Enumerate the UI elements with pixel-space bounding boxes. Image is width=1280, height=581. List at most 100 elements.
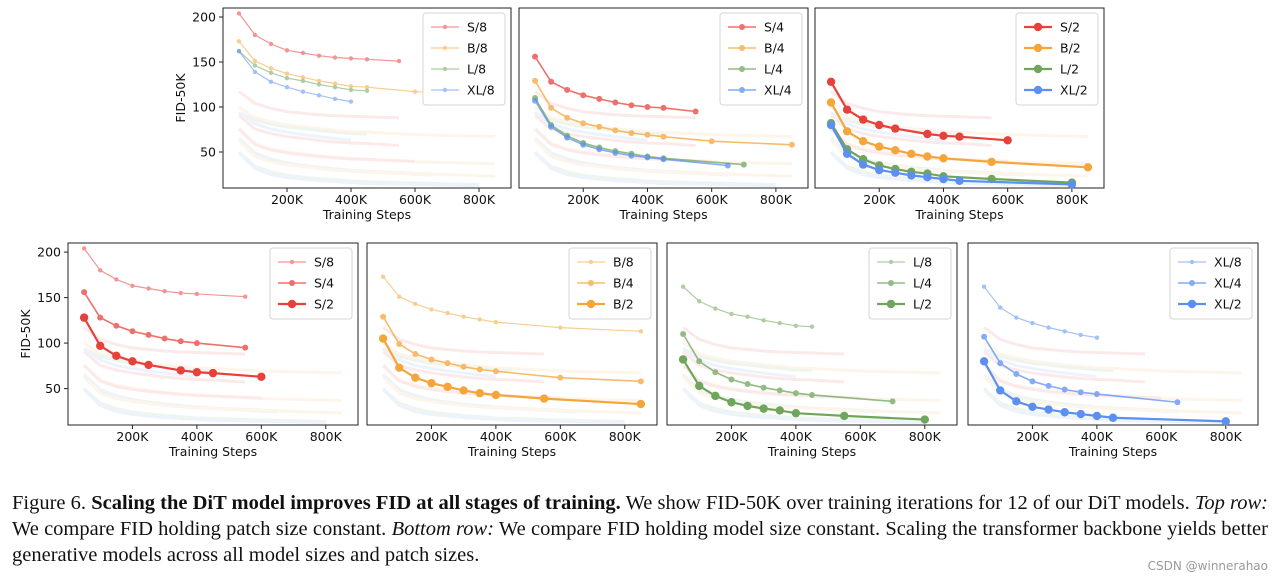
data-point	[939, 174, 948, 184]
series-line	[682, 358, 925, 421]
y-tick-label: 100	[37, 336, 61, 351]
y-axis-label: FID-50K	[18, 309, 33, 359]
legend-label: XL/4	[764, 83, 792, 98]
ghost-line	[382, 326, 545, 356]
data-point	[996, 386, 1005, 395]
x-tick-label: 800K	[909, 429, 942, 444]
legend-marker	[289, 259, 295, 265]
legend-label: S/8	[314, 255, 334, 270]
data-point	[923, 129, 932, 139]
data-point	[644, 104, 651, 110]
legend-item: S/8	[431, 20, 487, 35]
legend-box	[422, 12, 506, 106]
data-point	[1221, 417, 1230, 426]
ghost-line	[983, 326, 1146, 356]
data-point	[268, 70, 274, 76]
data-point	[1067, 180, 1077, 189]
ghost-line	[237, 138, 432, 177]
x-tick-label: 200K	[415, 429, 448, 444]
data-point	[475, 388, 484, 398]
data-point	[316, 78, 322, 84]
data-point	[680, 331, 687, 337]
data-point	[692, 108, 699, 115]
data-point	[1030, 320, 1035, 326]
ghost-line	[238, 105, 496, 139]
data-point	[1092, 411, 1102, 421]
data-point	[1076, 409, 1085, 419]
legend-item: S/4	[728, 20, 784, 35]
ghost-line	[983, 341, 1242, 375]
data-point	[580, 92, 587, 99]
legend-marker	[588, 259, 594, 265]
series-line	[534, 56, 696, 113]
data-point	[548, 123, 555, 130]
caption-bold: Scaling the DiT model improves FID at al…	[91, 492, 621, 514]
data-point	[660, 133, 667, 140]
series-line	[830, 124, 1072, 186]
data-point	[858, 160, 868, 169]
ghost-line	[83, 363, 342, 403]
data-point	[348, 56, 354, 61]
data-point	[477, 317, 482, 322]
data-point	[612, 99, 619, 106]
legend-swatch	[1024, 64, 1052, 74]
legend-item: L/8	[431, 62, 486, 77]
data-point	[875, 120, 884, 130]
y-tick-label: 50	[200, 145, 216, 160]
data-point	[939, 154, 948, 163]
data-point	[411, 373, 420, 382]
x-tick-label: 400K	[480, 429, 513, 444]
legend-marker	[442, 24, 448, 30]
legend-item: S/2	[1024, 20, 1080, 35]
series-line	[534, 100, 728, 167]
y-tick-label: 150	[192, 55, 216, 70]
watermark: CSDN @winnerahao	[1147, 559, 1268, 573]
ghost-line	[534, 150, 776, 187]
legend-label: L/4	[913, 276, 932, 291]
ghost-line	[83, 341, 342, 375]
chart-panel-5: 200K 400K 600K 800K Training Steps B/8 B/4 B/2	[366, 242, 658, 459]
x-axis-label: Training Steps	[767, 444, 856, 459]
x-tick-label: 800K	[760, 192, 793, 207]
x-tick-label: 600K	[1145, 429, 1178, 444]
series-S-8	[236, 11, 402, 64]
series-XL-8	[236, 49, 354, 104]
data-point	[979, 357, 989, 366]
data-point	[711, 391, 720, 401]
series-line	[983, 360, 1226, 423]
ghost-line	[830, 105, 1088, 139]
legend-swatch	[877, 299, 905, 309]
legend-item: S/2	[278, 297, 334, 312]
data-point	[638, 329, 644, 334]
data-point	[161, 335, 168, 342]
axes-frame	[366, 242, 658, 426]
data-point	[875, 165, 884, 175]
legend-marker	[442, 87, 448, 93]
ghost-line	[238, 90, 400, 120]
data-point	[1174, 399, 1181, 406]
data-point	[162, 289, 167, 294]
legend: B/8 B/4 B/2	[568, 247, 652, 320]
ghost-line	[237, 150, 480, 187]
legend-item: XL/2	[1178, 297, 1242, 312]
data-point	[891, 168, 900, 177]
ghost-line	[682, 347, 813, 372]
ghost-line	[983, 347, 1098, 378]
legend-label: B/8	[467, 41, 488, 56]
x-tick-label: 600K	[844, 429, 877, 444]
data-point	[396, 341, 403, 348]
x-axis-label: Training Steps	[168, 444, 257, 459]
data-point	[300, 78, 306, 84]
legend-label: L/2	[913, 297, 932, 312]
data-point	[128, 357, 137, 366]
data-point	[724, 162, 731, 169]
data-point	[842, 127, 852, 136]
data-point	[129, 328, 136, 335]
data-point	[637, 378, 644, 385]
data-point	[476, 366, 483, 373]
data-point	[79, 313, 89, 322]
x-tick-label: 800K	[609, 429, 642, 444]
legend-label: XL/2	[1214, 297, 1242, 312]
x-tick-label: 400K	[927, 192, 960, 207]
legend-label: L/8	[467, 62, 486, 77]
